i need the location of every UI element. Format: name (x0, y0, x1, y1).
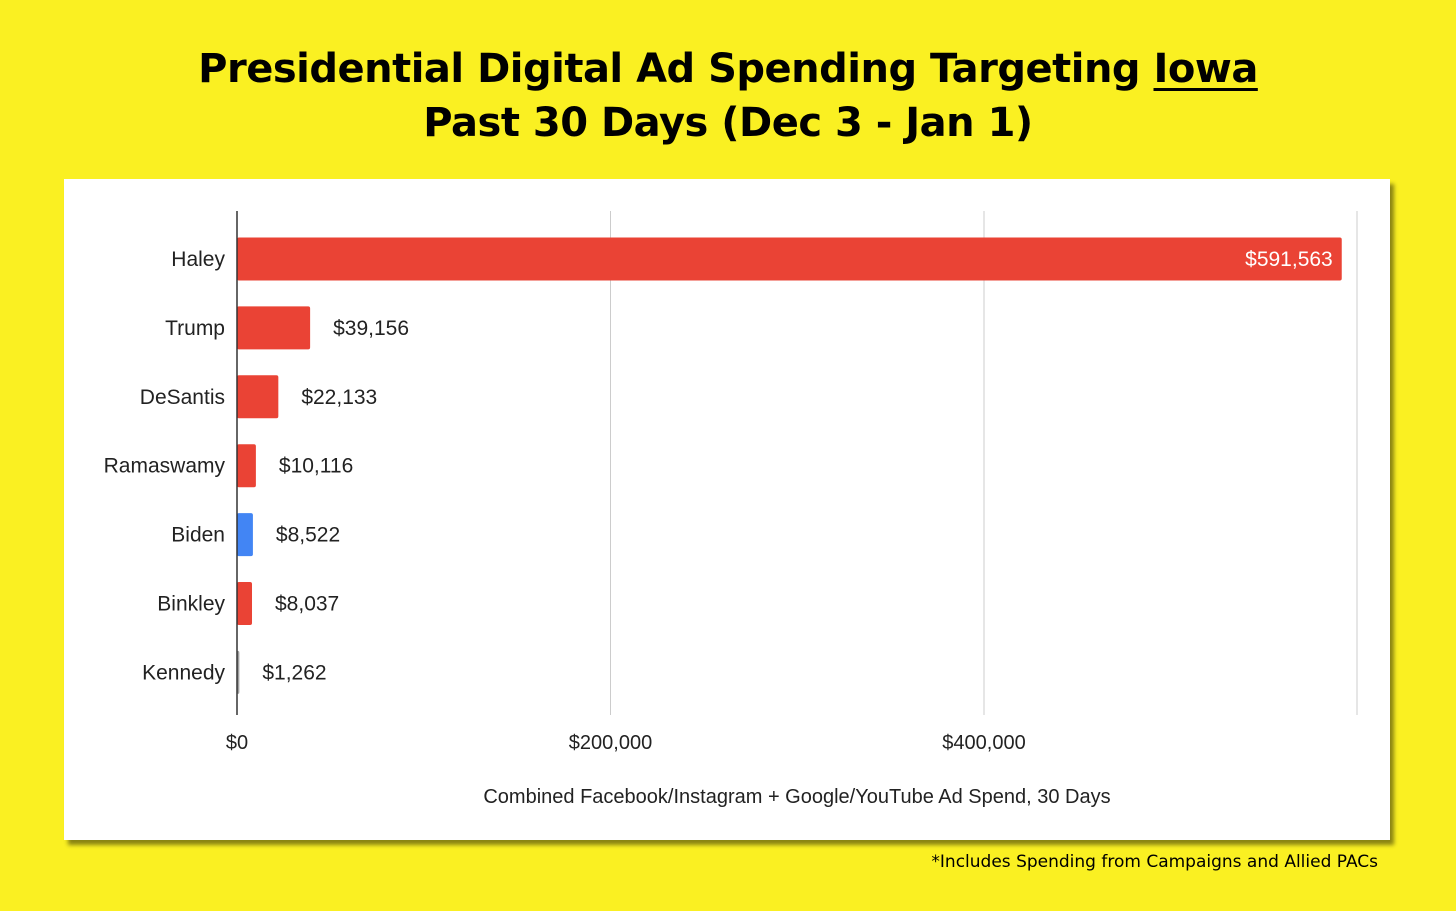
bar-desantis (237, 375, 279, 419)
chart-title-line2: Past 30 Days (Dec 3 - Jan 1) (423, 100, 1033, 146)
footnote: *Includes Spending from Campaigns and Al… (931, 852, 1378, 872)
value-label-desantis: $22,133 (301, 386, 377, 409)
chart-title-state: Iowa (1153, 46, 1259, 92)
x-tick-label-400000: $400,000 (942, 732, 1025, 754)
value-labels: $591,563 $39,156 $22,133 $10,116 $8,522 $8,03… (262, 248, 1332, 684)
x-tick-label-200000: $200,000 (569, 732, 652, 754)
value-label-binkley: $8,037 (275, 593, 339, 616)
chart-title-prefix: Presidential Digital Ad Spending Targeti… (198, 46, 1154, 92)
chart-title-line1: Presidential Digital Ad Spending Targeti… (0, 46, 1456, 92)
category-label-trump: Trump (165, 317, 225, 340)
value-label-kennedy: $1,262 (262, 661, 326, 684)
bar-biden (237, 513, 253, 557)
category-label-biden: Biden (171, 524, 225, 547)
bar-chart: Haley Trump DeSantis Ramaswamy Biden Binkley K… (104, 211, 1358, 808)
bar-ramaswamy (237, 444, 256, 488)
category-labels: Haley Trump DeSantis Ramaswamy Biden Binkley K… (104, 248, 226, 684)
category-label-desantis: DeSantis (140, 386, 225, 409)
category-label-kennedy: Kennedy (142, 661, 225, 684)
bar-binkley (237, 582, 253, 625)
chart-panel: Haley Trump DeSantis Ramaswamy Biden Binkley K… (64, 179, 1390, 840)
x-tick-label-0: $0 (226, 732, 248, 754)
category-label-haley: Haley (171, 248, 225, 271)
bars (237, 237, 1342, 694)
category-label-ramaswamy: Ramaswamy (104, 455, 226, 478)
value-label-biden: $8,522 (276, 524, 340, 547)
category-label-binkley: Binkley (157, 593, 225, 616)
value-label-trump: $39,156 (333, 317, 409, 340)
gridlines (610, 211, 1358, 715)
x-axis-title: Combined Facebook/Instagram + Google/You… (483, 786, 1110, 808)
x-tick-labels: $0 $200,000 $400,000 (226, 732, 1026, 754)
bar-haley (237, 237, 1342, 281)
value-label-haley: $591,563 (1245, 248, 1333, 271)
value-label-ramaswamy: $10,116 (279, 455, 353, 478)
bar-trump (237, 306, 311, 350)
